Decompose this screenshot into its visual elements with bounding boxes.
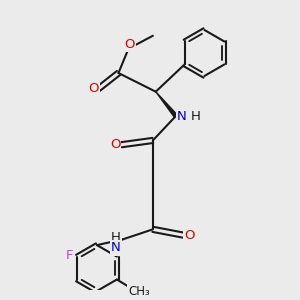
Text: O: O: [125, 38, 135, 51]
Text: O: O: [88, 82, 98, 95]
Text: N: N: [177, 110, 187, 123]
Text: N: N: [111, 242, 121, 254]
Text: O: O: [184, 229, 194, 242]
Text: H: H: [190, 110, 200, 123]
Polygon shape: [156, 92, 177, 117]
Text: O: O: [110, 138, 120, 151]
Text: CH₃: CH₃: [128, 284, 150, 298]
Text: H: H: [111, 231, 121, 244]
Text: F: F: [65, 249, 73, 262]
